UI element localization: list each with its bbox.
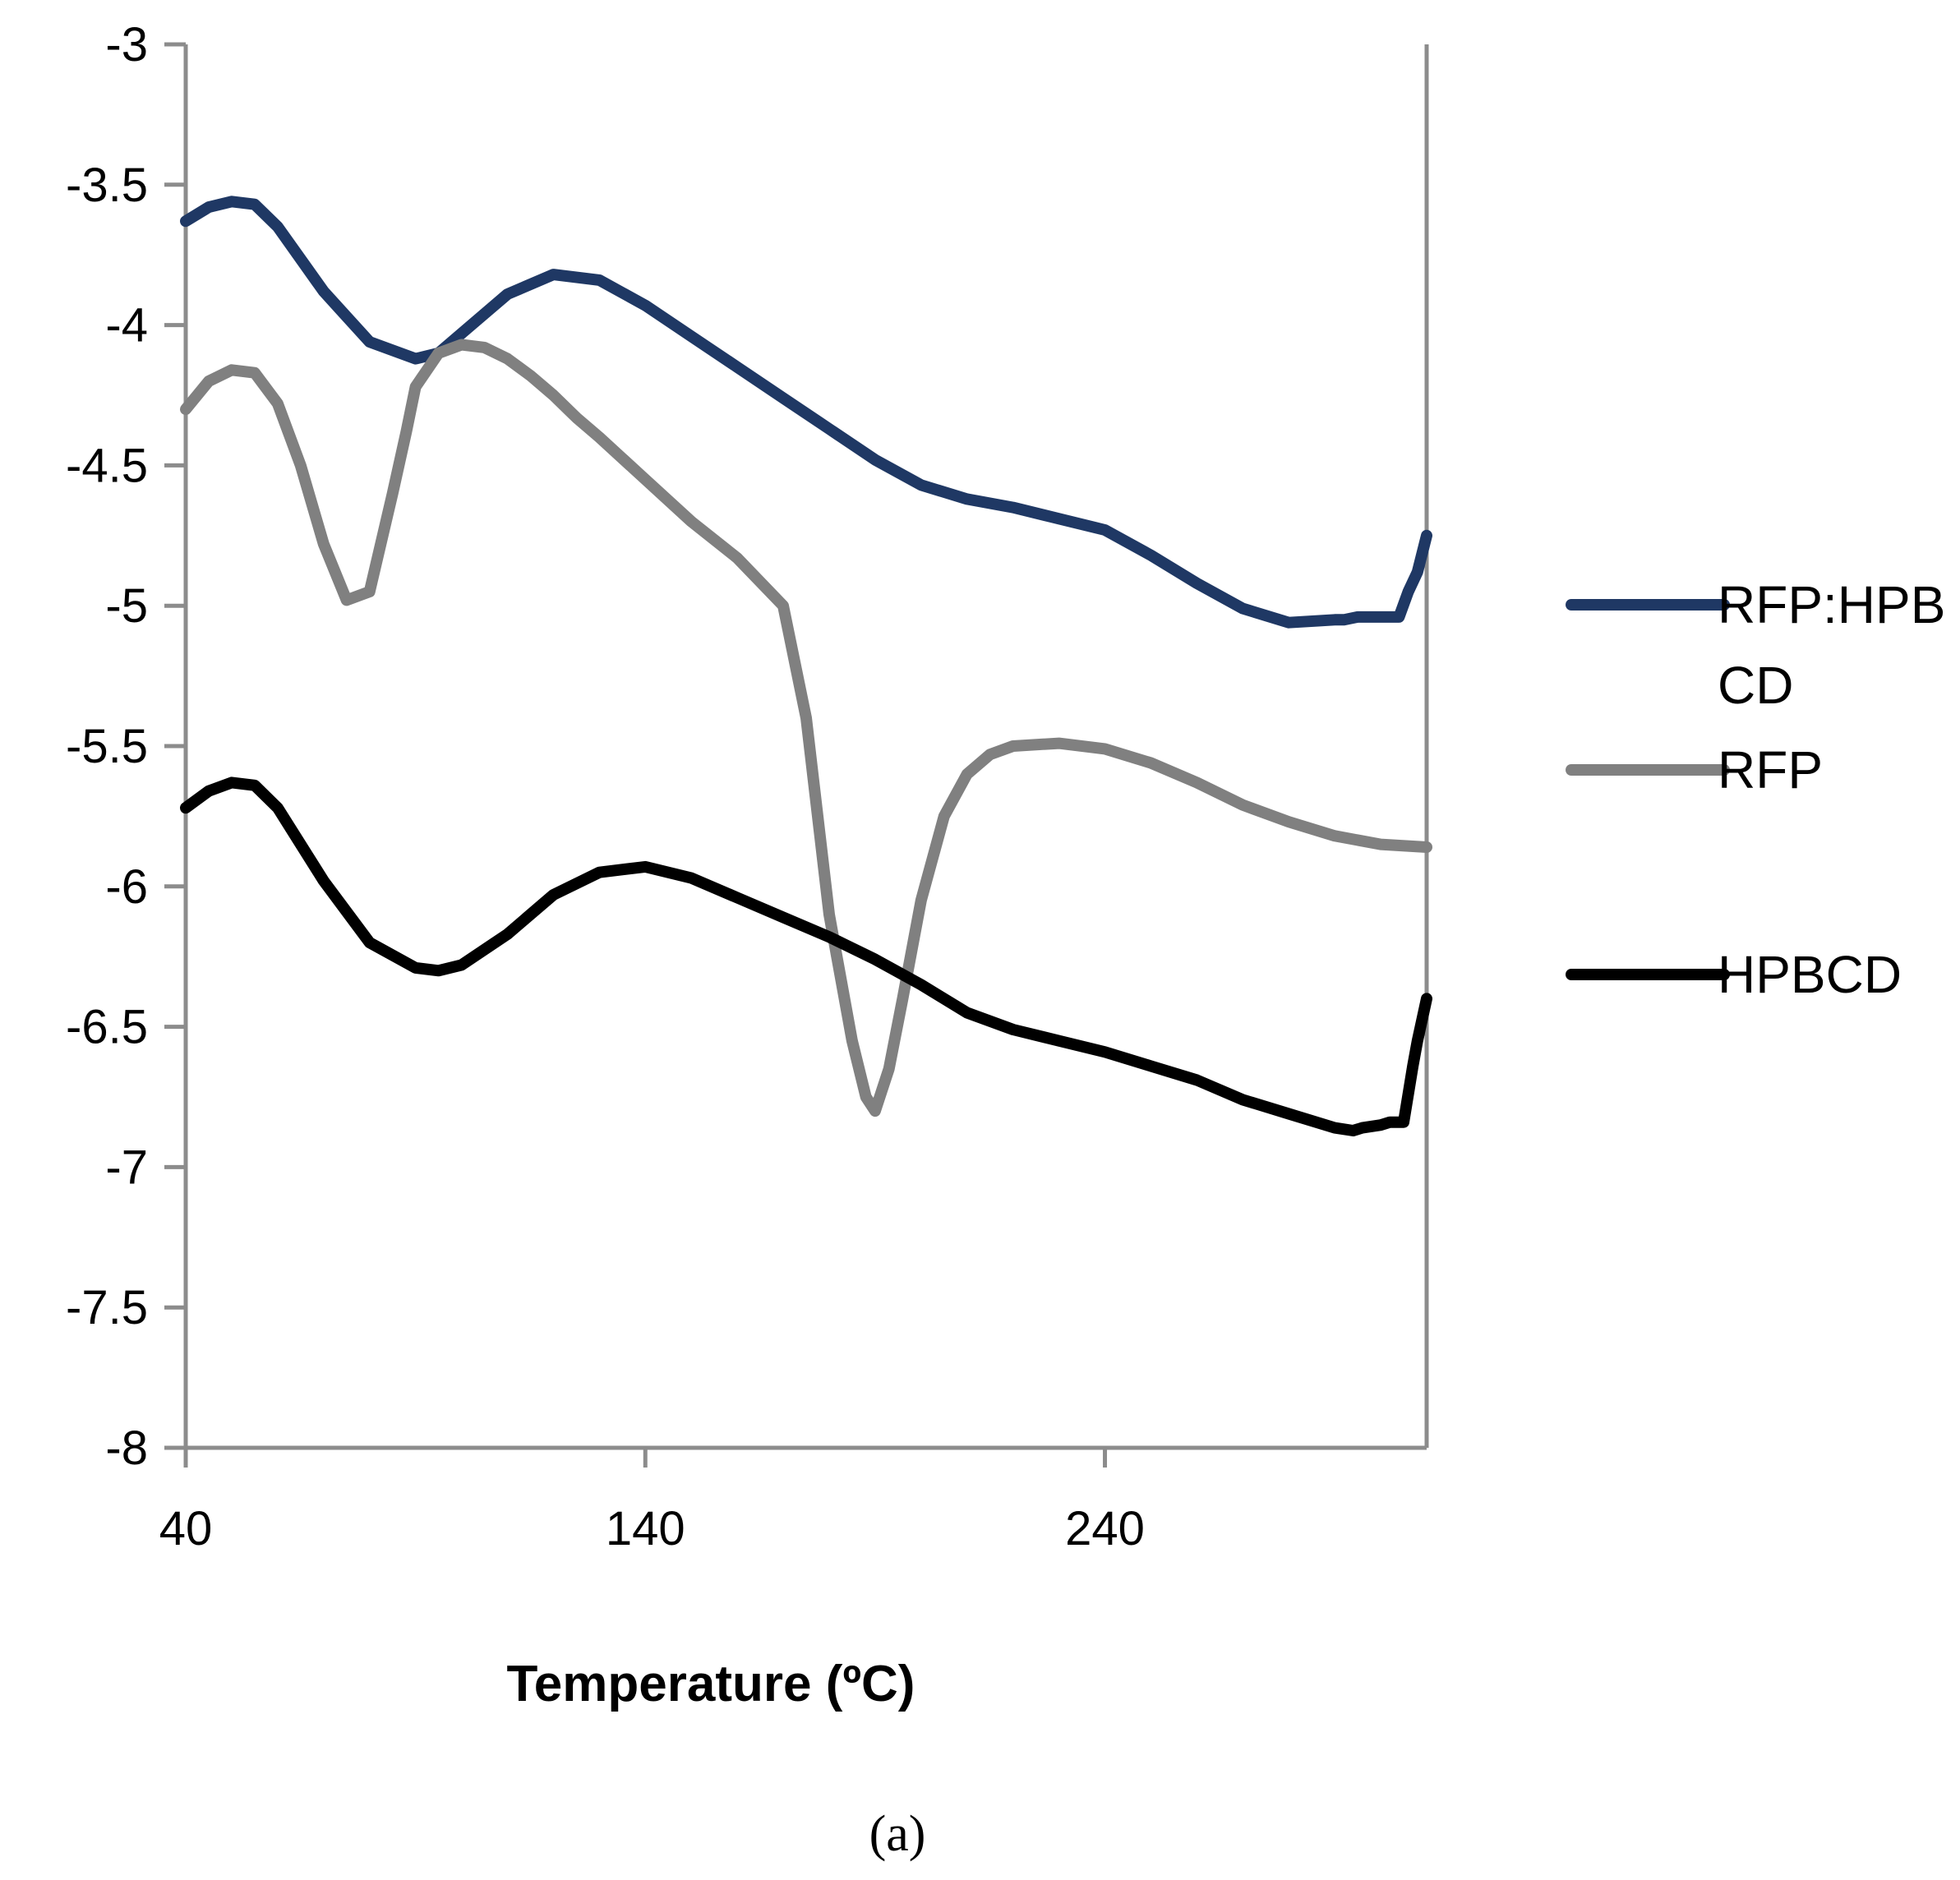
y-tick-label: -4 — [105, 299, 148, 352]
series-line-rfp — [180, 339, 1432, 1117]
x-tick-label: 240 — [1065, 1502, 1145, 1555]
y-tick-label: -3 — [105, 18, 148, 71]
y-tick-label: -6.5 — [66, 1001, 148, 1054]
y-tick-label: -8 — [105, 1422, 148, 1475]
y-tick-label: -6 — [105, 860, 148, 914]
legend-label-rfp-hpbcd: CD — [1718, 656, 1793, 715]
legend-label-rfp-hpbcd: RFP:HPB — [1718, 575, 1945, 634]
figure-caption: (a) — [869, 1806, 926, 1862]
legend-label-hpbcd: HPBCD — [1718, 945, 1902, 1004]
y-tick-label: -5 — [105, 579, 148, 633]
legend: RFP:HPB CD RFP HPBCD — [1566, 575, 1945, 1004]
x-tick-label: 140 — [606, 1502, 685, 1555]
y-tick-label: -5.5 — [66, 720, 148, 773]
series-line-rfp-hpbcd — [180, 196, 1432, 629]
y-tick-label: -3.5 — [66, 159, 148, 212]
series-line-hpbcd — [180, 776, 1432, 1136]
y-axis: -3 -3.5 -4 -4.5 -5 -5.5 -6 -6.5 -7 -7.5 -8 — [66, 18, 188, 1475]
x-tick-label: 40 — [159, 1502, 213, 1555]
plot-series — [180, 196, 1432, 1136]
y-tick-label: -4.5 — [66, 439, 148, 492]
y-tick-label: -7.5 — [66, 1281, 148, 1334]
x-axis-title: Temperature (ºC) — [507, 1656, 915, 1712]
x-axis: 40 140 240 — [159, 44, 1429, 1555]
legend-label-rfp: RFP — [1718, 740, 1823, 799]
y-tick-label: -7 — [105, 1140, 148, 1194]
